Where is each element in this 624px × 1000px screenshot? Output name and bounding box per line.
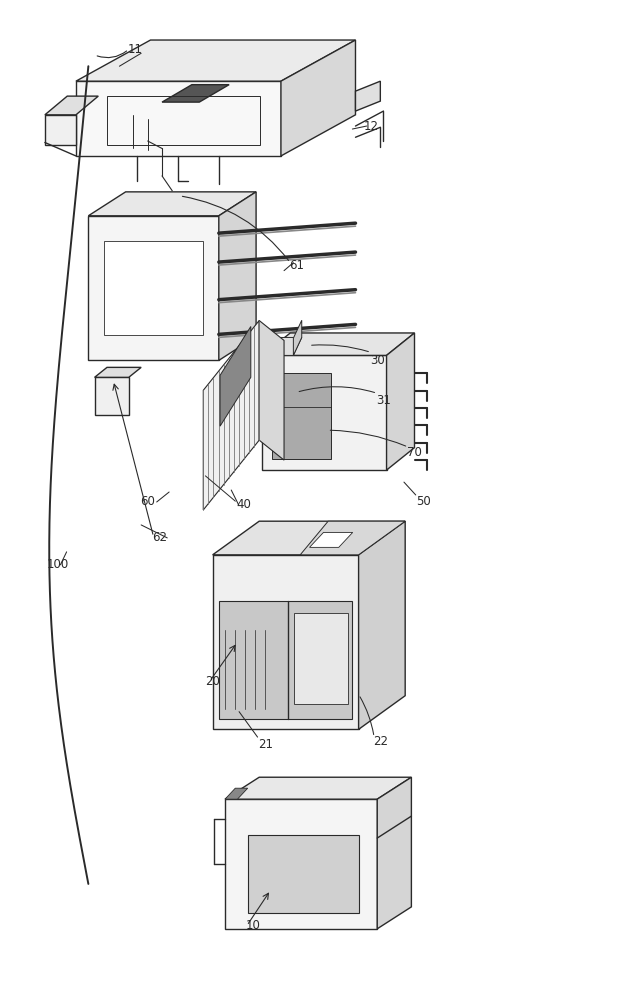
Polygon shape [293, 320, 302, 355]
Polygon shape [162, 85, 229, 102]
Polygon shape [225, 777, 411, 799]
Text: 12: 12 [364, 120, 379, 133]
Polygon shape [356, 81, 381, 111]
Text: 100: 100 [46, 558, 69, 571]
Text: 60: 60 [140, 495, 155, 508]
Polygon shape [262, 355, 386, 470]
Polygon shape [219, 192, 256, 360]
Text: 10: 10 [246, 919, 260, 932]
Polygon shape [220, 326, 251, 426]
Polygon shape [262, 333, 414, 355]
Text: 40: 40 [236, 498, 251, 511]
Polygon shape [281, 40, 356, 156]
Text: 61: 61 [289, 259, 304, 272]
Polygon shape [259, 320, 284, 460]
Polygon shape [310, 532, 353, 547]
Polygon shape [386, 333, 414, 470]
Text: 70: 70 [407, 446, 422, 459]
Text: 11: 11 [127, 43, 142, 56]
Text: 22: 22 [373, 735, 388, 748]
Text: 31: 31 [376, 394, 391, 407]
Text: 21: 21 [258, 738, 273, 751]
Text: 30: 30 [370, 354, 384, 367]
Polygon shape [225, 799, 378, 929]
Polygon shape [248, 835, 359, 913]
Polygon shape [89, 192, 256, 216]
Polygon shape [95, 367, 141, 377]
Polygon shape [219, 601, 353, 719]
Polygon shape [45, 115, 76, 145]
Polygon shape [76, 81, 281, 156]
Polygon shape [213, 521, 405, 555]
Polygon shape [378, 777, 411, 929]
Polygon shape [104, 241, 203, 335]
Polygon shape [225, 788, 248, 799]
Polygon shape [300, 521, 405, 555]
Polygon shape [272, 373, 331, 459]
Polygon shape [89, 216, 219, 360]
Polygon shape [213, 555, 359, 729]
Polygon shape [76, 40, 356, 81]
Polygon shape [294, 613, 348, 704]
Polygon shape [359, 521, 405, 729]
Text: 62: 62 [152, 531, 167, 544]
Polygon shape [268, 337, 302, 355]
Polygon shape [95, 377, 129, 415]
Polygon shape [203, 320, 259, 510]
Text: 20: 20 [205, 675, 220, 688]
Text: 50: 50 [416, 495, 431, 508]
Polygon shape [45, 96, 99, 115]
